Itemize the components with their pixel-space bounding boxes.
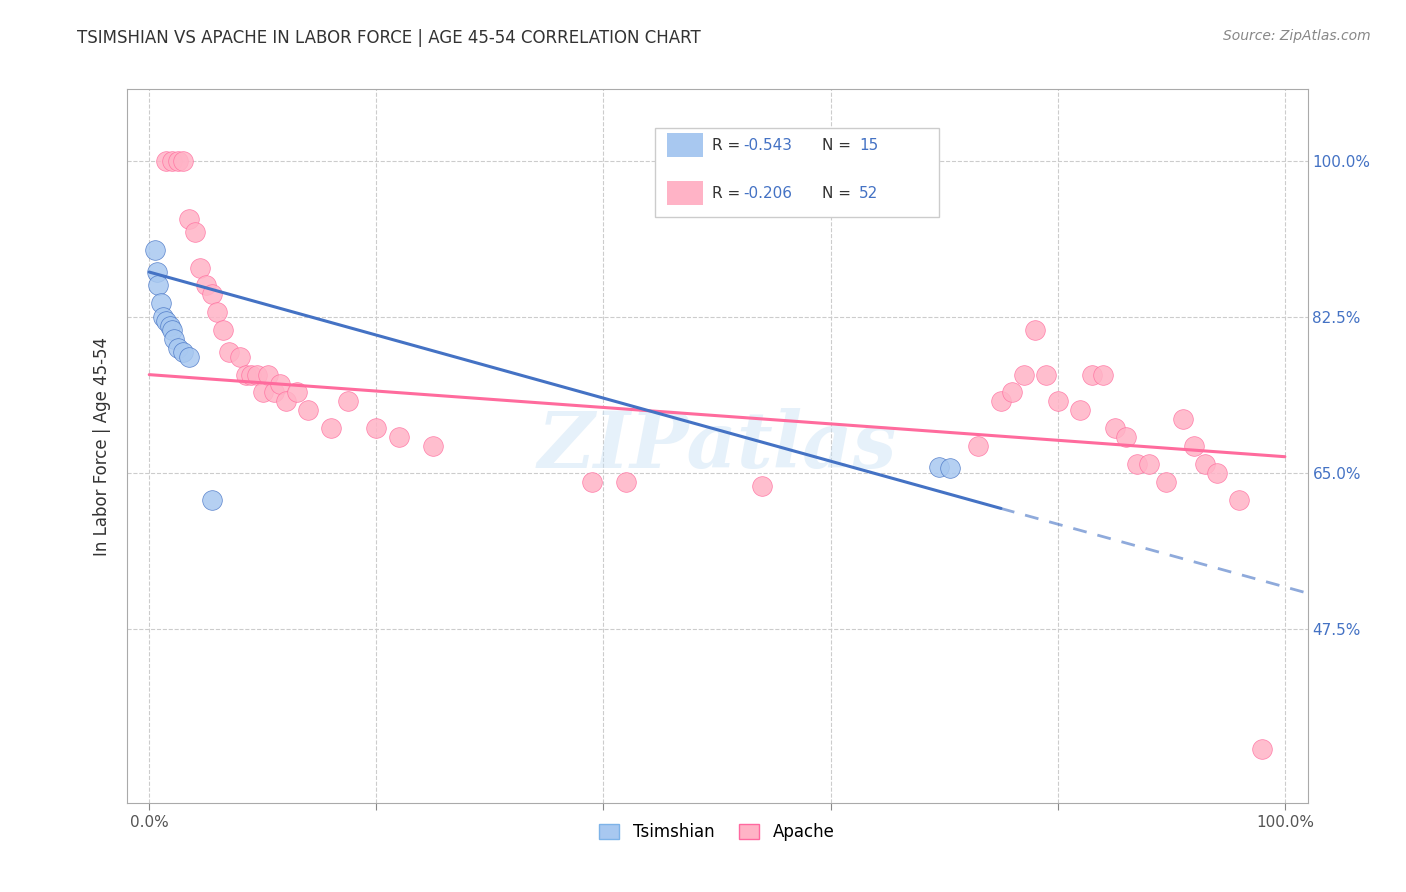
Point: [1251, 742, 1274, 756]
Point: [422, 439, 444, 453]
Point: [143, 243, 166, 257]
FancyBboxPatch shape: [655, 128, 939, 217]
Legend: Tsimshian, Apache: Tsimshian, Apache: [593, 817, 841, 848]
Point: [1154, 475, 1177, 489]
Point: [148, 278, 170, 293]
Text: Source: ZipAtlas.com: Source: ZipAtlas.com: [1223, 29, 1371, 43]
Point: [1035, 368, 1057, 382]
Point: [1046, 394, 1069, 409]
Point: [166, 341, 188, 355]
Point: [172, 153, 194, 168]
Point: [990, 394, 1012, 409]
Point: [388, 430, 411, 444]
Point: [928, 459, 950, 474]
Text: 52: 52: [859, 186, 879, 201]
Point: [163, 332, 186, 346]
Point: [1229, 492, 1251, 507]
Point: [246, 368, 269, 382]
Point: [183, 225, 205, 239]
Point: [159, 318, 181, 333]
Point: [235, 368, 257, 382]
Y-axis label: In Labor Force | Age 45-54: In Labor Force | Age 45-54: [93, 336, 111, 556]
Point: [967, 439, 990, 453]
Point: [257, 368, 280, 382]
Text: TSIMSHIAN VS APACHE IN LABOR FORCE | AGE 45-54 CORRELATION CHART: TSIMSHIAN VS APACHE IN LABOR FORCE | AGE…: [77, 29, 702, 46]
Point: [188, 260, 211, 275]
Point: [285, 385, 308, 400]
Point: [201, 492, 224, 507]
Point: [218, 345, 240, 359]
Point: [1171, 412, 1194, 426]
Point: [177, 211, 200, 226]
Point: [1137, 457, 1160, 471]
Point: [160, 153, 183, 168]
Point: [1024, 323, 1046, 337]
FancyBboxPatch shape: [666, 181, 703, 205]
FancyBboxPatch shape: [666, 133, 703, 157]
Point: [195, 278, 218, 293]
Point: [366, 421, 388, 435]
Text: 15: 15: [859, 137, 879, 153]
Point: [166, 153, 188, 168]
Point: [1182, 439, 1205, 453]
Point: [160, 323, 183, 337]
Point: [172, 345, 194, 359]
Text: ZIPatlas: ZIPatlas: [537, 408, 897, 484]
Point: [581, 475, 603, 489]
Text: R =: R =: [711, 186, 745, 201]
Text: N =: N =: [823, 137, 856, 153]
Point: [1194, 457, 1216, 471]
Point: [1205, 466, 1227, 480]
Text: R =: R =: [711, 137, 745, 153]
Point: [274, 394, 297, 409]
Point: [939, 461, 962, 475]
Point: [1069, 403, 1091, 417]
Point: [297, 403, 319, 417]
Text: -0.543: -0.543: [742, 137, 792, 153]
Point: [155, 314, 177, 328]
Point: [252, 385, 274, 400]
Point: [614, 475, 637, 489]
Point: [212, 323, 235, 337]
Point: [207, 305, 229, 319]
Point: [1126, 457, 1149, 471]
Point: [1012, 368, 1035, 382]
Text: -0.206: -0.206: [742, 186, 792, 201]
Point: [337, 394, 360, 409]
Point: [263, 385, 285, 400]
Point: [155, 153, 177, 168]
Point: [240, 368, 263, 382]
Point: [229, 350, 252, 364]
Text: N =: N =: [823, 186, 856, 201]
Point: [1104, 421, 1126, 435]
Point: [1092, 368, 1115, 382]
Point: [149, 296, 172, 310]
Point: [269, 376, 291, 391]
Point: [1001, 385, 1024, 400]
Point: [146, 265, 169, 279]
Point: [1115, 430, 1137, 444]
Point: [751, 479, 773, 493]
Point: [319, 421, 342, 435]
Point: [1081, 368, 1104, 382]
Point: [152, 310, 174, 324]
Point: [177, 350, 200, 364]
Point: [201, 287, 224, 301]
